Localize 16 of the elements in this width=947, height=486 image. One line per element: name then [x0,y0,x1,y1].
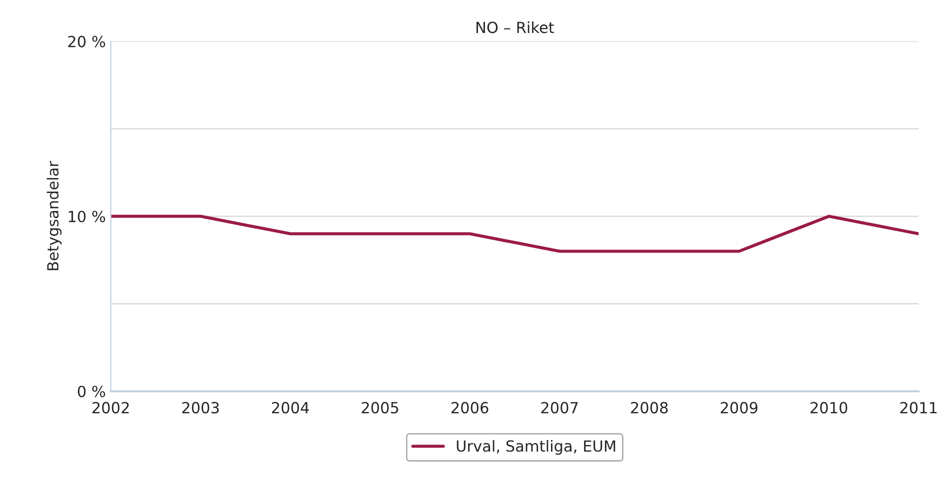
legend-label: Urval, Samtliga, EUM [456,440,616,455]
x-tick-label: 2002 [92,402,129,414]
x-tick-label: 2003 [182,402,219,414]
x-tick-label: 2009 [720,402,758,414]
x-tick-label: 2008 [631,402,668,414]
x-tick-label: 2007 [541,402,578,414]
x-tick-label: 2004 [272,402,309,414]
x-tick-label: 2010 [810,402,848,414]
x-tick-label: 2006 [451,402,488,414]
x-tick-label: 2005 [362,402,398,414]
y-axis-title: Betygsandelar [46,160,62,270]
y-tick-label: 10 % [68,210,106,222]
y-tick-label: 20 % [68,36,106,48]
x-tick-label: 2011 [900,402,937,414]
chart-title: NO – Riket [476,21,554,34]
y-tick-label: 0 % [78,386,106,398]
